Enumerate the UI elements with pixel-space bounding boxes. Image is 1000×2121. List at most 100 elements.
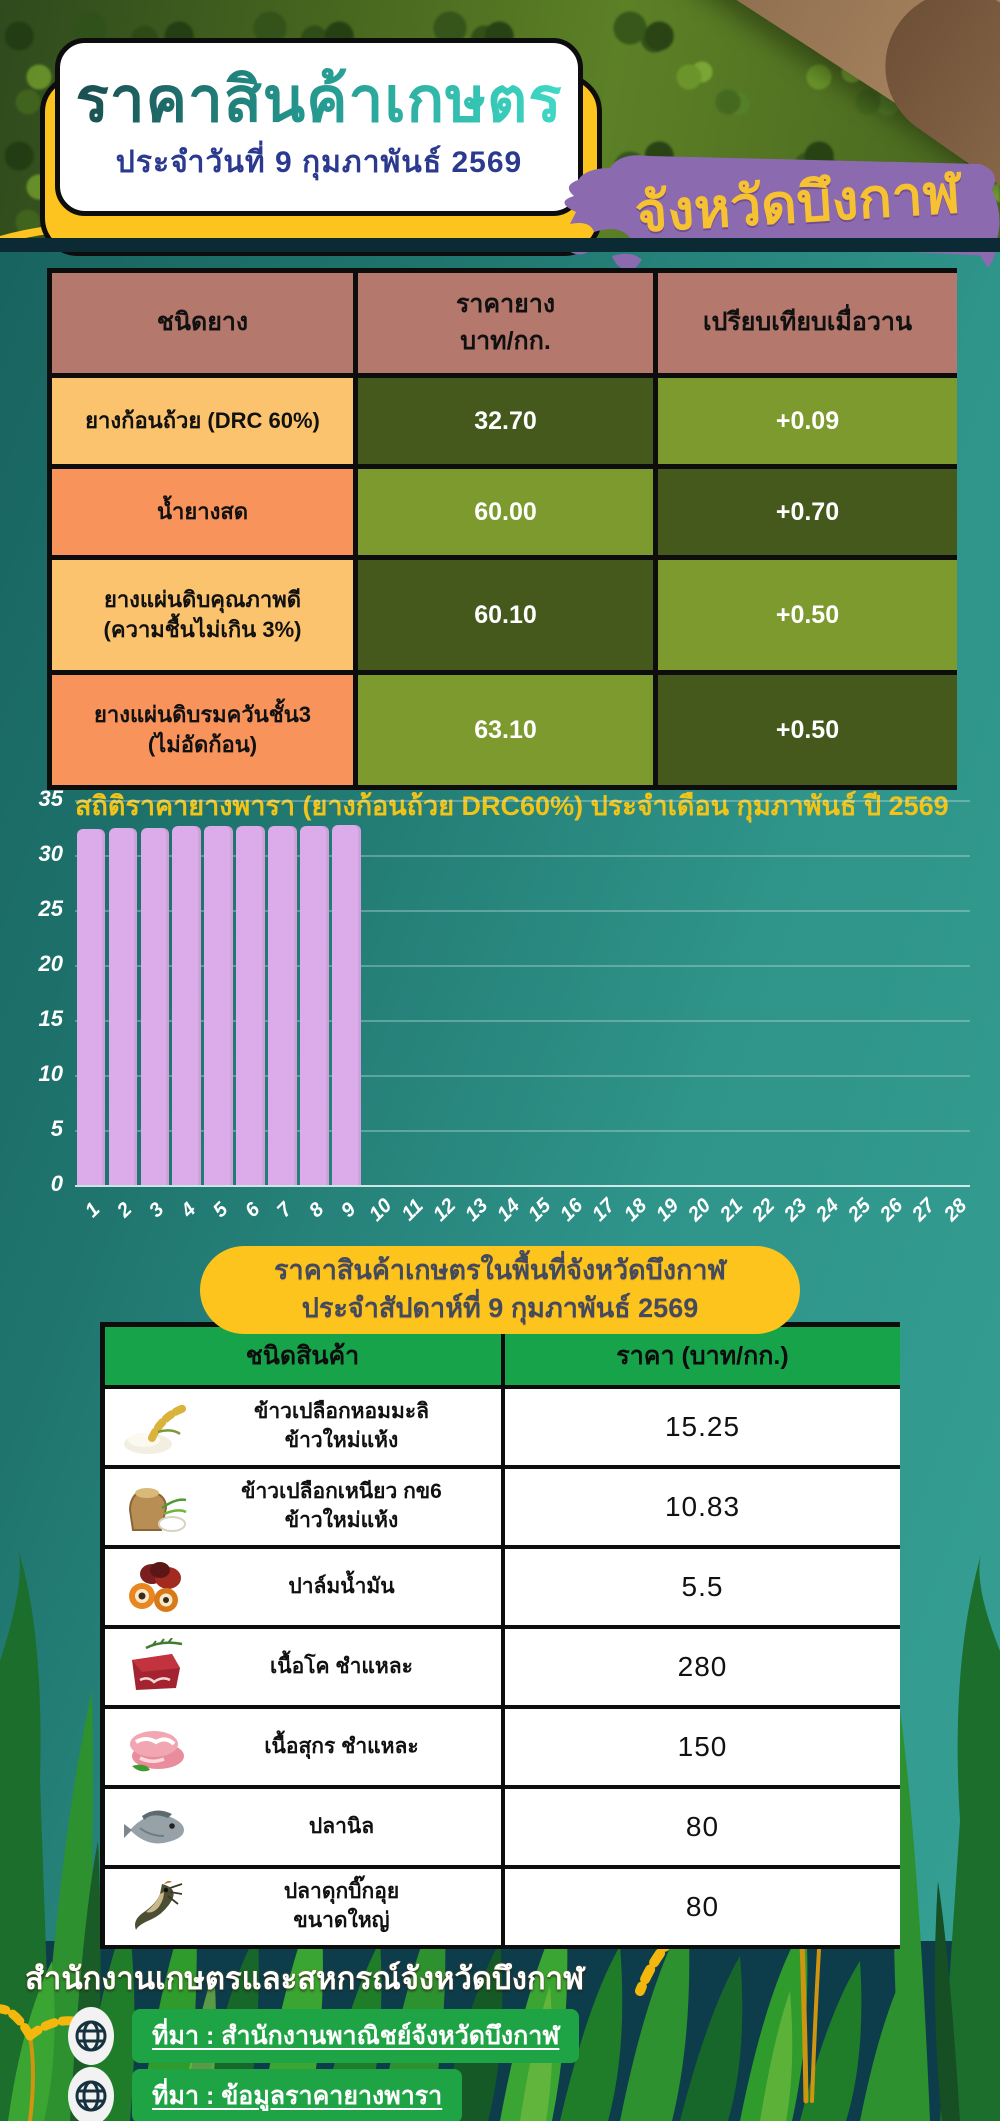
product-column-header: ราคา (บาท/กก.) [505,1326,900,1385]
chart-bar [172,826,202,1185]
source-row-2: ที่มา : ข้อมูลราคายางพารา [68,2067,463,2121]
chart-xtick-label: 4 [176,1198,201,1222]
chart-gridline [75,1020,970,1022]
product-price-table: ชนิดสินค้า ราคา (บาท/กก.) ข้าวเปลือกหอมมะล… [100,1322,900,1949]
product-name-cell: ปลานิล [104,1789,501,1865]
chart-ytick-label: 35 [38,786,63,811]
product-price-cell: 80 [505,1869,900,1945]
source-link-commerce[interactable]: ที่มา : สำนักงานพาณิชย์จังหวัดบึงกาฬ [132,2009,580,2063]
chart-xtick-label: 21 [716,1194,748,1226]
product-name-label: ข้าวเปลือกหอมมะลิ ข้าวใหม่แห้ง [254,1400,429,1452]
product-name-cell: ปลาดุกบิ๊กอุย ขนาดใหญ่ [104,1869,501,1945]
rubber-price-cell: 63.10 [358,675,653,785]
chart-xtick-label: 18 [620,1194,652,1226]
chart-xtick-label: 12 [428,1194,460,1226]
product-column-header: ชนิดสินค้า [104,1326,501,1385]
product-price-cell: 150 [505,1709,900,1785]
product-name-label: ปลานิล [308,1814,375,1838]
rubber-price-cell: 60.00 [358,469,653,555]
weekly-prices-heading: ราคาสินค้าเกษตรในพื้นที่จังหวัดบึงกาฬ ปร… [200,1246,800,1334]
product-name-label: ข้าวเปลือกเหนียว กข6 ข้าวใหม่แห้ง [241,1480,442,1532]
chart-gridline [75,1075,970,1077]
chart-ytick-label: 0 [50,1171,63,1196]
chart-xtick-label: 2 [112,1198,137,1222]
rubber-column-header: เปรียบเทียบเมื่อวาน [658,273,957,373]
chart-xtick-label: 24 [812,1194,844,1226]
product-price-cell: 10.83 [505,1469,900,1545]
product-name-cell: ข้าวเปลือกหอมมะลิ ข้าวใหม่แห้ง [104,1389,501,1465]
chart-bar [236,826,266,1185]
chart-bar [300,826,330,1185]
source-row-1: ที่มา : สำนักงานพาณิชย์จังหวัดบึงกาฬ [68,2007,580,2065]
tilapia-fish-image [115,1798,197,1856]
rubber-type-cell: ยางแผ่นดิบรมควันชั้น3 (ไม่อัดก้อน) [52,675,353,785]
chart-ytick-label: 15 [38,1006,63,1031]
product-name-cell: เนื้อสุกร ชำแหละ [104,1709,501,1785]
chart-xtick-label: 23 [780,1194,812,1226]
source-link-rubber[interactable]: ที่มา : ข้อมูลราคายางพารา [132,2069,463,2121]
rubber-price-cell: 32.70 [358,378,653,464]
chart-xtick-label: 20 [684,1194,716,1226]
chart-ytick-label: 10 [38,1061,63,1086]
product-name-cell: เนื้อโค ชำแหละ [104,1629,501,1705]
page-subtitle: ประจำวันที่ 9 กุมภาพันธ์ 2569 [115,146,523,180]
chart-xtick-label: 16 [556,1194,588,1226]
chart-gridline [75,1185,970,1187]
chart-xtick-label: 13 [460,1194,492,1226]
product-price-cell: 5.5 [505,1549,900,1625]
chart-gridline [75,800,970,802]
chart-xtick-label: 10 [364,1194,396,1226]
chart-gridline [75,1130,970,1132]
rubber-change-cell: +0.70 [658,469,957,555]
sticky-paddy-rice-image [115,1478,197,1536]
beef-image [115,1637,197,1696]
product-price-cell: 15.25 [505,1389,900,1465]
chart-xtick-label: 7 [272,1198,297,1222]
rubber-change-cell: +0.09 [658,378,957,464]
product-name-cell: ปาล์มน้ำมัน [104,1549,501,1625]
chart-bar [332,825,362,1185]
rubber-price-cell: 60.10 [358,560,653,670]
chart-bar [268,826,298,1185]
chart-gridline [75,965,970,967]
catfish-image [115,1878,197,1936]
chart-xtick-label: 5 [208,1198,233,1222]
chart-plot-area: 0 5 10 15 20 25 30 35 1 2 3 4 5 6 7 8 9 10 11 12 13 14 15 16 17 1… [39,786,972,1226]
chart-xtick-label: 25 [844,1194,876,1226]
chart-xtick-label: 6 [240,1198,265,1222]
product-name-label: ปลาดุกบิ๊กอุย ขนาดใหญ่ [283,1880,400,1932]
chart-xtick-label: 11 [397,1195,428,1226]
product-name-label: เนื้อสุกร ชำแหละ [264,1734,419,1758]
oil-palm-image [115,1558,197,1616]
chart-xtick-label: 26 [876,1194,908,1226]
rubber-column-header: ราคายาง บาท/กก. [358,273,653,373]
chart-xtick-label: 28 [940,1194,972,1226]
agency-name: สำนักงานเกษตรและสหกรณ์จังหวัดบึงกาฬ [25,1961,585,1996]
title-box: ราคาสินค้าเกษตร ประจำวันที่ 9 กุมภาพันธ์… [55,38,583,216]
product-price-cell: 80 [505,1789,900,1865]
globe-icon [68,2067,114,2121]
rubber-type-cell: น้ำยางสด [52,469,353,555]
chart-ytick-label: 25 [38,896,63,921]
product-name-cell: ข้าวเปลือกเหนียว กข6 ข้าวใหม่แห้ง [104,1469,501,1545]
rubber-type-cell: ยางก้อนถ้วย (DRC 60%) [52,378,353,464]
chart-xtick-label: 8 [304,1198,329,1222]
chart-gridline [75,855,970,857]
rubber-change-cell: +0.50 [658,560,957,670]
rubber-price-chart: สถิติราคายางพารา (ยางก้อนถ้วย DRC60%) ปร… [0,782,1000,1252]
chart-xtick-label: 3 [144,1198,169,1222]
pork-image [115,1718,197,1776]
page-title: ราคาสินค้าเกษตร [75,65,563,135]
product-name-label: ปาล์มน้ำมัน [288,1574,395,1598]
header-divider [0,238,1000,252]
chart-xtick-label: 9 [336,1198,361,1222]
weekly-heading-line1: ราคาสินค้าเกษตรในพื้นที่จังหวัดบึงกาฬ [274,1255,726,1286]
chart-bar [108,827,138,1185]
chart-title: สถิติราคายางพารา (ยางก้อนถ้วย DRC60%) ปร… [75,791,949,821]
weekly-heading-line2: ประจำสัปดาห์ที่ 9 กุมภาพันธ์ 2569 [301,1293,699,1323]
rubber-price-table: ชนิดยาง ราคายาง บาท/กก. เปรียบเทียบเมื่อวา… [47,268,957,790]
product-price-cell: 280 [505,1629,900,1705]
chart-xtick-label: 19 [652,1194,684,1226]
chart-xtick-label: 27 [908,1194,940,1226]
